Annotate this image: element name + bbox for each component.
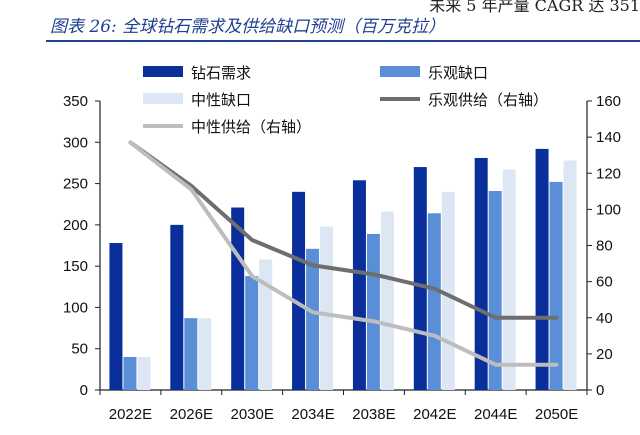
bar-2042E-1 xyxy=(427,213,441,390)
bar-2030E-2 xyxy=(259,259,273,390)
x-tick-label: 2022E xyxy=(109,406,152,423)
chart-bars xyxy=(109,148,577,390)
bar-2026E-2 xyxy=(198,318,212,390)
right-tick-label: 40 xyxy=(596,310,613,327)
legend-swatch-1 xyxy=(380,66,420,77)
left-tick-label: 150 xyxy=(63,258,88,275)
bar-2022E-0 xyxy=(109,243,123,390)
chart-tick-labels: 0 50 100 150 200 250 300 350 0 20 40 60 80 100 120 140 1… xyxy=(63,93,621,423)
bar-2050E-1 xyxy=(549,181,563,390)
right-tick-label: 80 xyxy=(596,238,613,255)
bar-2030E-0 xyxy=(231,207,245,390)
bar-2038E-2 xyxy=(380,211,394,390)
legend-swatch-2 xyxy=(143,93,183,104)
series-line-0 xyxy=(128,140,559,320)
x-tick-label: 2030E xyxy=(231,406,274,423)
x-tick-label: 2026E xyxy=(170,406,213,423)
bar-2034E-0 xyxy=(292,191,306,390)
right-tick-label: 20 xyxy=(596,346,613,363)
legend-swatch-0 xyxy=(143,66,183,77)
left-tick-label: 100 xyxy=(63,299,88,316)
bar-2026E-1 xyxy=(184,318,198,390)
left-tick-label: 50 xyxy=(71,341,88,358)
chart-axes xyxy=(95,100,592,395)
left-tick-label: 300 xyxy=(63,134,88,151)
figure-title: 图表 26: 全球钻石需求及供给缺口预测（百万克拉） xyxy=(50,17,446,37)
chart-lines xyxy=(128,140,559,367)
bar-2034E-1 xyxy=(306,248,320,390)
x-tick-label: 2034E xyxy=(291,406,334,423)
bar-2038E-0 xyxy=(352,180,366,390)
right-tick-label: 60 xyxy=(596,274,613,291)
bar-2050E-2 xyxy=(563,160,577,390)
right-tick-label: 160 xyxy=(596,93,621,110)
figure-header: 未来 5 年产量 CAGR 达 351 图表 26: 全球钻石需求及供给缺口预测… xyxy=(0,0,640,44)
bar-2042E-0 xyxy=(413,167,427,390)
series-line-1 xyxy=(128,140,559,367)
cutoff-heading-text: 未来 5 年产量 CAGR 达 351 xyxy=(429,0,640,15)
bar-2050E-0 xyxy=(535,148,549,390)
left-tick-label: 250 xyxy=(63,176,88,193)
legend-label-4: 中性供给（右轴） xyxy=(191,118,311,136)
x-tick-label: 2042E xyxy=(413,406,456,423)
bar-2044E-2 xyxy=(502,169,516,390)
legend-label-3: 乐观供给（右轴） xyxy=(428,91,548,109)
bar-2038E-1 xyxy=(366,233,380,390)
x-tick-label: 2038E xyxy=(352,406,395,423)
right-tick-label: 0 xyxy=(596,382,604,399)
bar-2044E-0 xyxy=(474,157,488,390)
right-tick-label: 120 xyxy=(596,165,621,182)
x-tick-label: 2044E xyxy=(474,406,517,423)
bar-2026E-0 xyxy=(170,224,184,390)
right-tick-label: 100 xyxy=(596,201,621,218)
x-tick-label: 2050E xyxy=(535,406,578,423)
title-divider xyxy=(46,40,640,42)
bar-2022E-2 xyxy=(137,356,151,390)
bar-2030E-1 xyxy=(245,276,259,390)
bar-2034E-2 xyxy=(320,226,334,390)
left-tick-label: 0 xyxy=(80,382,88,399)
legend-label-1: 乐观缺口 xyxy=(428,64,488,82)
bar-2022E-1 xyxy=(123,356,137,390)
legend-label-0: 钻石需求 xyxy=(191,64,251,82)
left-tick-label: 350 xyxy=(63,93,88,110)
left-tick-label: 200 xyxy=(63,217,88,234)
bar-2044E-1 xyxy=(488,191,502,390)
right-tick-label: 140 xyxy=(596,129,621,146)
legend-label-2: 中性缺口 xyxy=(191,91,251,109)
